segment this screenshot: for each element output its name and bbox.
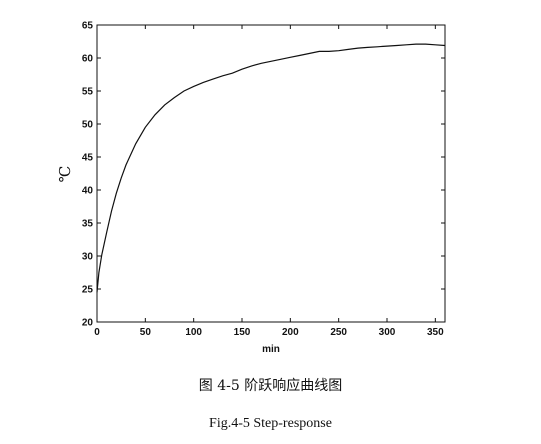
y-tick-label: 65 (82, 21, 94, 32)
temperature-series-line (96, 43, 446, 293)
y-tick-label: 55 (82, 87, 94, 98)
y-tick-label: 45 (82, 153, 94, 164)
y-tick-label: 50 (82, 120, 94, 131)
x-axis: 0 50 100 150 200 250 300 350 (94, 25, 444, 338)
x-tick-label: 250 (330, 327, 347, 338)
x-tick-label: 350 (427, 327, 444, 338)
y-tick-label: 35 (82, 219, 94, 230)
figure-caption-english: Fig.4-5 Step-response (209, 416, 332, 431)
x-tick-label: 300 (379, 327, 396, 338)
x-tick-label: 0 (94, 327, 100, 338)
y-tick-label: 30 (82, 252, 94, 263)
x-tick-label: 100 (185, 327, 202, 338)
y-axis: 20 25 30 35 40 45 50 55 60 65 (82, 21, 445, 329)
x-axis-label: min (262, 344, 280, 355)
figure-caption-chinese: 图 4-5 阶跃响应曲线图 (198, 378, 343, 394)
x-tick-label: 200 (282, 327, 299, 338)
plot-frame (96, 24, 446, 323)
y-tick-label: 25 (82, 285, 94, 296)
y-axis-label: ℃ (56, 166, 74, 183)
x-tick-label: 150 (234, 327, 251, 338)
y-tick-label: 40 (82, 186, 94, 197)
y-tick-label: 60 (82, 54, 94, 65)
y-tick-label: 20 (82, 318, 94, 329)
x-tick-label: 50 (140, 327, 152, 338)
